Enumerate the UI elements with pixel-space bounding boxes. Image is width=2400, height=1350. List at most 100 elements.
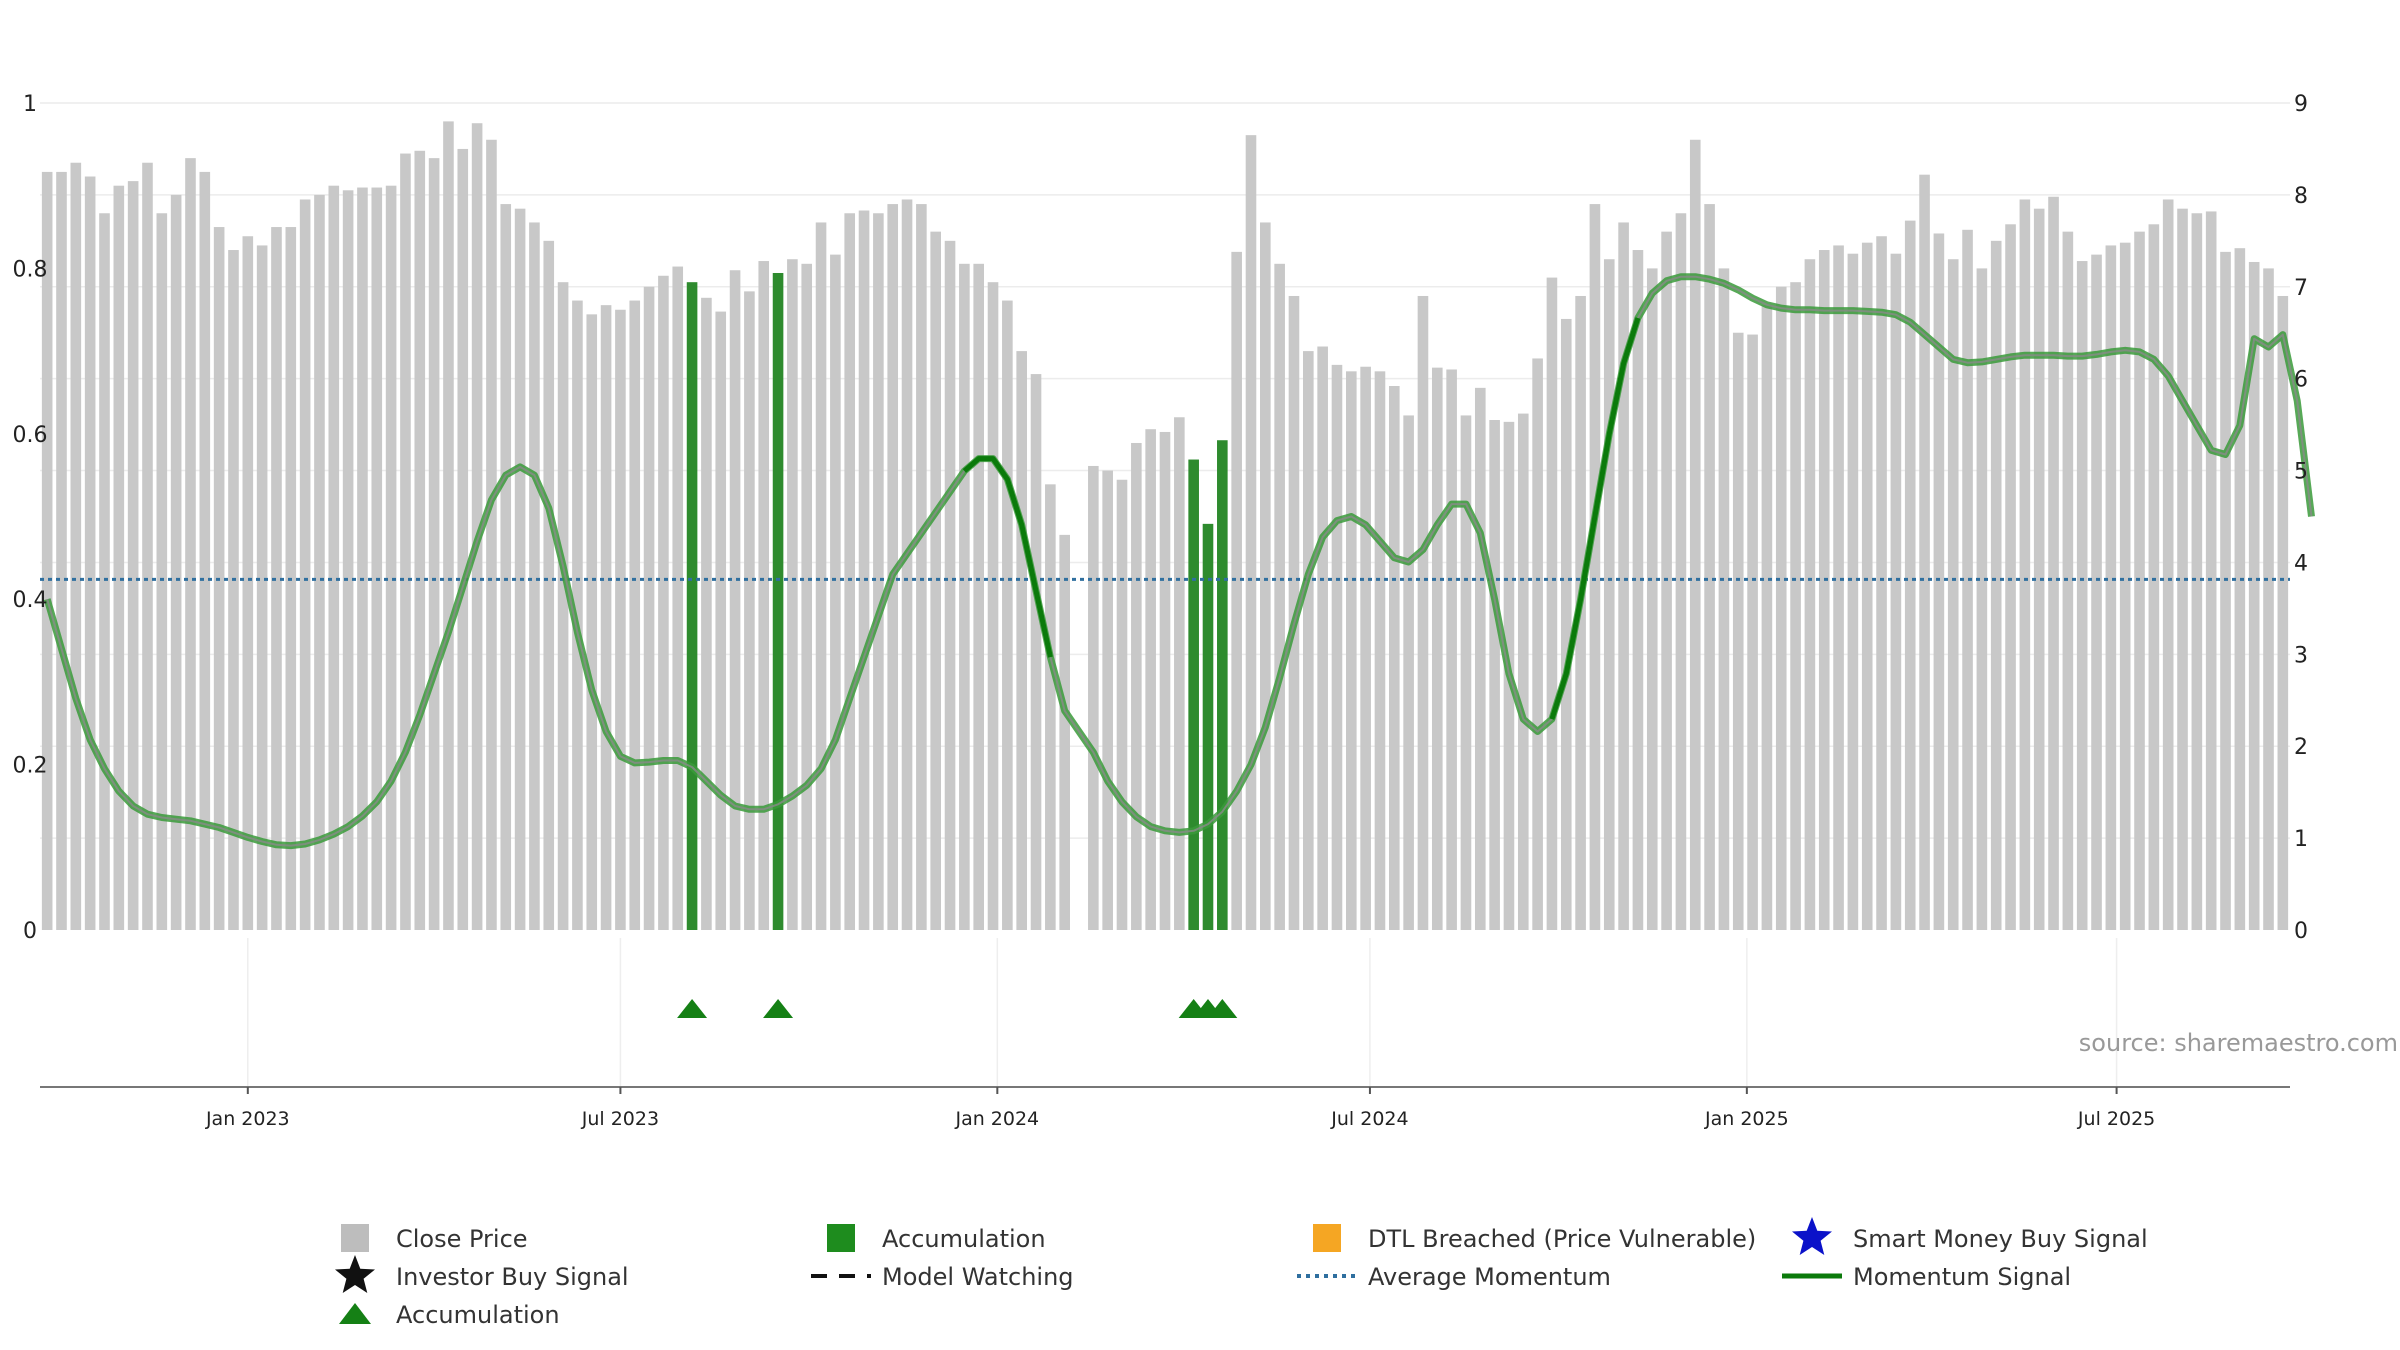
price-bar — [858, 210, 870, 930]
price-bar — [2263, 268, 2274, 930]
price-bar — [443, 121, 454, 930]
price-bar — [1747, 334, 1758, 930]
price-bar — [987, 282, 999, 930]
price-bar — [1933, 233, 1945, 930]
left-axis: 0 0.2 0.4 0.6 0.8 1 — [13, 92, 48, 944]
price-bar — [371, 187, 383, 930]
accumulation-bar — [1217, 440, 1228, 930]
price-bar — [2177, 208, 2188, 930]
momentum-emphasis-segment — [1549, 317, 1641, 720]
price-bar — [572, 300, 583, 930]
legend-item: Accumulation — [827, 1224, 1046, 1253]
price-bar — [1990, 240, 2002, 931]
price-bar — [2119, 242, 2131, 930]
price-bar — [1431, 367, 1443, 930]
price-bar — [1732, 332, 1744, 930]
price-bar — [1102, 470, 1113, 930]
legend-item: DTL Breached (Price Vulnerable) — [1313, 1224, 1756, 1253]
legend-label: Model Watching — [882, 1263, 1074, 1291]
legend-star-icon — [1792, 1217, 1832, 1255]
price-bar — [1303, 351, 1314, 931]
price-bar — [1030, 374, 1042, 930]
legend-star-icon — [335, 1255, 375, 1293]
price-bar — [342, 190, 354, 931]
price-bar — [1016, 351, 1027, 931]
legend-item: Investor Buy Signal — [335, 1255, 629, 1293]
price-bar — [1704, 204, 1715, 931]
price-bar — [557, 282, 569, 930]
price-bar — [959, 263, 970, 930]
price-bar — [1646, 268, 1658, 930]
right-axis-tick: 8 — [2294, 184, 2308, 209]
price-bar — [156, 213, 168, 930]
price-bar — [314, 194, 325, 930]
price-bar — [113, 185, 125, 930]
price-bar — [615, 309, 626, 930]
price-bar — [1847, 253, 1859, 931]
right-axis: 0 1 2 3 4 5 6 7 8 9 — [2294, 92, 2308, 944]
date-tick-label: Jul 2025 — [2077, 1108, 2155, 1130]
right-axis-tick: 9 — [2294, 92, 2308, 117]
price-bar — [41, 171, 53, 930]
price-bar — [1976, 268, 1988, 930]
accumulation-marker — [1207, 999, 1238, 1018]
right-axis-tick: 0 — [2294, 919, 2308, 944]
price-bar — [830, 254, 841, 930]
legend-item: Smart Money Buy Signal — [1792, 1217, 2148, 1255]
price-bar — [1761, 305, 1773, 931]
price-bar — [2033, 208, 2045, 930]
price-bar — [2191, 213, 2203, 930]
price-bar — [1045, 484, 1056, 930]
price-bar — [1417, 295, 1429, 930]
source-text: source: sharemaestro.com — [2079, 1029, 2398, 1057]
price-bar — [801, 263, 813, 930]
price-bar — [815, 222, 827, 930]
price-bar — [1145, 429, 1156, 930]
price-bar — [1159, 431, 1171, 930]
price-bar — [2091, 254, 2102, 930]
price-bar — [1059, 534, 1070, 930]
price-bar — [1474, 387, 1486, 930]
price-bar — [242, 236, 254, 930]
price-bar — [1632, 250, 1644, 930]
legend-label: Close Price — [396, 1225, 528, 1253]
price-bar — [428, 158, 440, 931]
price-bar — [973, 263, 984, 930]
price-bar — [1890, 253, 1902, 931]
price-bar — [543, 240, 555, 931]
price-bar — [658, 275, 669, 930]
legend-label: DTL Breached (Price Vulnerable) — [1368, 1225, 1756, 1253]
price-bar — [1833, 245, 1844, 930]
legend-label: Accumulation — [396, 1301, 560, 1329]
price-bar — [715, 311, 727, 930]
price-bar — [1489, 420, 1500, 930]
price-bar — [1618, 222, 1629, 930]
price-bar — [1002, 300, 1013, 930]
accumulation-marker — [763, 999, 794, 1018]
price-bar — [185, 158, 196, 931]
legend-item: Model Watching — [811, 1263, 1074, 1291]
price-bar — [2076, 261, 2088, 930]
accumulation-bar — [686, 282, 698, 930]
price-bar — [142, 162, 153, 930]
price-bar — [457, 148, 469, 930]
legend-label: Investor Buy Signal — [396, 1263, 629, 1291]
price-bar — [1603, 259, 1615, 930]
date-axis: Jan 2023 Jul 2023 Jan 2024 Jul 2024 Jan 2025… — [205, 1087, 2155, 1130]
price-bar — [2162, 199, 2174, 930]
momentum-emphasis-segment — [962, 456, 1053, 658]
price-bar — [271, 227, 282, 931]
price-bar — [1374, 371, 1386, 930]
marker-panel — [40, 938, 2290, 1088]
price-bar — [1131, 442, 1142, 930]
price-bar — [1818, 250, 1830, 930]
price-bar — [873, 213, 884, 930]
price-bar — [2148, 224, 2160, 930]
date-tick-label: Jan 2024 — [954, 1108, 1039, 1130]
date-tick-label: Jan 2025 — [1704, 1108, 1789, 1130]
price-bar — [1517, 413, 1529, 930]
price-bar — [385, 185, 397, 930]
price-bar — [787, 259, 798, 930]
accumulation-bar — [1188, 459, 1199, 930]
